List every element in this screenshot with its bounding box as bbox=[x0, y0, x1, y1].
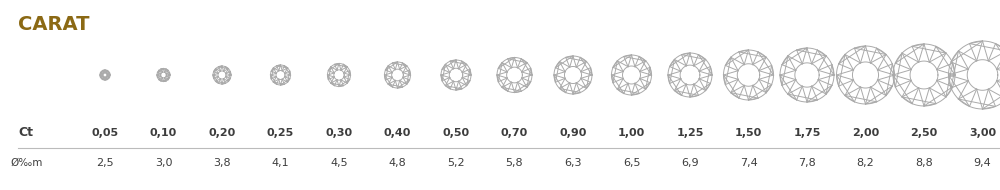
Text: 7,4: 7,4 bbox=[740, 158, 757, 168]
Text: 5,2: 5,2 bbox=[447, 158, 465, 168]
Text: 6,3: 6,3 bbox=[564, 158, 582, 168]
Text: 0,20: 0,20 bbox=[208, 128, 236, 138]
Text: 2,5: 2,5 bbox=[96, 158, 114, 168]
Text: 0,40: 0,40 bbox=[384, 128, 411, 138]
Text: 1,00: 1,00 bbox=[618, 128, 645, 138]
Text: 4,8: 4,8 bbox=[389, 158, 406, 168]
Text: 1,50: 1,50 bbox=[735, 128, 762, 138]
Text: 0,70: 0,70 bbox=[501, 128, 528, 138]
Text: 0,10: 0,10 bbox=[150, 128, 177, 138]
Text: 3,8: 3,8 bbox=[213, 158, 231, 168]
Text: 1,25: 1,25 bbox=[676, 128, 704, 138]
Text: Ø‰m: Ø‰m bbox=[10, 158, 42, 168]
Text: 5,8: 5,8 bbox=[506, 158, 523, 168]
Text: 2,00: 2,00 bbox=[852, 128, 879, 138]
Text: 9,4: 9,4 bbox=[974, 158, 991, 168]
Text: 2,50: 2,50 bbox=[910, 128, 938, 138]
Text: 0,25: 0,25 bbox=[267, 128, 294, 138]
Text: 4,1: 4,1 bbox=[272, 158, 289, 168]
Text: 8,2: 8,2 bbox=[857, 158, 874, 168]
Text: 6,9: 6,9 bbox=[681, 158, 699, 168]
Text: 0,30: 0,30 bbox=[325, 128, 353, 138]
Text: 3,00: 3,00 bbox=[969, 128, 996, 138]
Text: 1,75: 1,75 bbox=[793, 128, 821, 138]
Text: Ct: Ct bbox=[18, 127, 33, 139]
Text: 3,0: 3,0 bbox=[155, 158, 172, 168]
Text: 4,5: 4,5 bbox=[330, 158, 348, 168]
Text: 0,90: 0,90 bbox=[559, 128, 587, 138]
Text: 0,50: 0,50 bbox=[442, 128, 470, 138]
Text: 8,8: 8,8 bbox=[915, 158, 933, 168]
Text: 0,05: 0,05 bbox=[91, 128, 119, 138]
Text: 6,5: 6,5 bbox=[623, 158, 640, 168]
Text: 7,8: 7,8 bbox=[798, 158, 816, 168]
Text: CARAT: CARAT bbox=[18, 15, 90, 34]
